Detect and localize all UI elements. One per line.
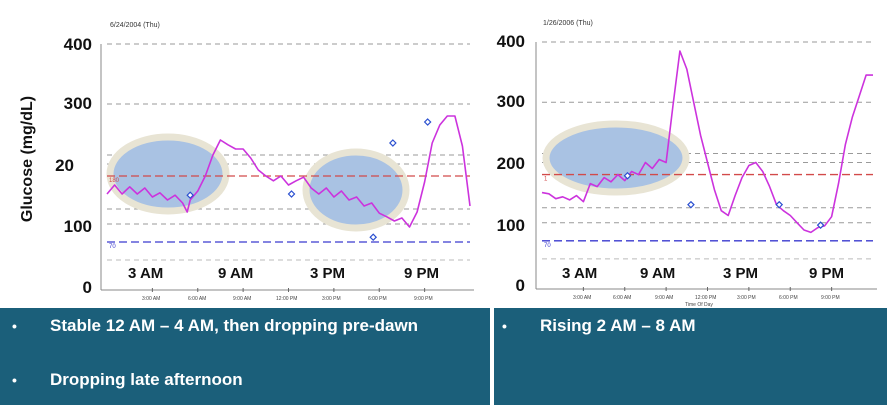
right-small-12pm: 12:00 PM — [695, 295, 717, 301]
left-notes-banner: • Stable 12 AM – 4 AM, then dropping pre… — [0, 308, 490, 405]
left-bullet-1-text: Stable 12 AM – 4 AM, then dropping pre-d… — [50, 316, 419, 335]
left-ytick-100: 100 — [63, 217, 92, 236]
bullet-dot: • — [502, 318, 507, 334]
right-small-3pm: 3:00 PM — [737, 295, 756, 301]
meter-reading-marker — [186, 191, 195, 200]
meter-reading-marker — [287, 190, 296, 198]
glucose-series-line — [541, 50, 873, 234]
left-bullet-1: • Stable 12 AM – 4 AM, then dropping pre… — [12, 314, 480, 338]
left-bullet-2-text: Dropping late afternoon — [50, 370, 243, 389]
low-threshold-label: 70 — [109, 244, 116, 250]
left-small-9am: 9:00 AM — [233, 296, 252, 302]
meter-reading-marker — [775, 200, 784, 209]
right-small-9pm: 9:00 PM — [821, 295, 840, 301]
left-small-6am: 6:00 AM — [188, 296, 207, 302]
left-bullet-2: • Dropping late afternoon — [12, 368, 480, 392]
meter-reading-marker — [687, 200, 695, 209]
left-ytick-200: 20 — [55, 156, 74, 175]
left-chart-date: 6/24/2004 (Thu) — [110, 22, 160, 29]
right-ytick-300: 300 — [496, 92, 525, 111]
right-ytick-400: 400 — [496, 32, 525, 51]
right-small-9am: 9:00 AM — [655, 295, 674, 301]
right-xlabel-9pm: 9 PM — [809, 265, 845, 282]
left-ytick-300: 300 — [63, 94, 92, 113]
left-small-3am: 3:00 AM — [142, 296, 161, 302]
left-small-3pm: 3:00 PM — [322, 296, 341, 302]
right-chart-date: 1/26/2006 (Thu) — [543, 20, 593, 27]
right-xlabel-3pm: 3 PM — [723, 265, 759, 282]
right-chart-panel: 1/26/2006 (Thu) 400 300 200 100 0 1 70 3 … — [495, 0, 887, 308]
high-threshold-label: 180 — [109, 178, 120, 184]
right-bullet-1: • Rising 2 AM – 8 AM — [502, 314, 870, 338]
banner-divider — [490, 308, 494, 405]
right-small-6am: 6:00 AM — [613, 295, 632, 301]
right-x-axis-title: Time Of Day — [685, 302, 713, 308]
left-small-12pm: 12:00 PM — [276, 296, 298, 302]
highlight-ellipse-1 — [542, 120, 690, 196]
left-small-9pm: 9:00 PM — [414, 296, 433, 302]
meter-reading-marker — [623, 171, 632, 180]
glucose-series-line — [106, 115, 471, 228]
right-ytick-100: 100 — [496, 216, 525, 235]
bullet-dot: • — [12, 372, 17, 388]
left-xlabel-3am: 3 AM — [128, 265, 164, 282]
right-ytick-200: 200 — [496, 154, 525, 173]
bullet-dot: • — [12, 318, 17, 334]
right-xlabel-3am: 3 AM — [562, 265, 598, 282]
right-notes-banner: • Rising 2 AM – 8 AM — [494, 308, 887, 405]
left-chart-panel: 6/24/2004 (Thu) Glucose (mg/dL) 400 300 … — [0, 0, 490, 308]
left-xlabel-9pm: 9 PM — [404, 265, 440, 282]
left-xlabel-9am: 9 AM — [218, 265, 254, 282]
right-small-3am: 3:00 AM — [573, 295, 592, 301]
left-ytick-0: 0 — [82, 278, 92, 297]
right-ytick-0: 0 — [515, 276, 525, 295]
right-small-6pm: 6:00 PM — [779, 295, 798, 301]
low-threshold-label: 70 — [544, 243, 551, 249]
left-glucose-chart: 180 70 — [100, 43, 474, 292]
left-ytick-400: 400 — [63, 35, 92, 54]
highlight-ellipse-2 — [302, 148, 410, 232]
meter-reading-marker — [816, 221, 825, 230]
meter-reading-marker — [423, 118, 432, 126]
meter-reading-marker — [389, 139, 397, 147]
meter-reading-marker — [369, 233, 378, 242]
left-small-6pm: 6:00 PM — [368, 296, 387, 302]
right-glucose-chart: 1 70 — [535, 41, 877, 291]
right-bullet-1-text: Rising 2 AM – 8 AM — [540, 316, 696, 335]
high-threshold-label: 1 — [544, 177, 548, 183]
right-xlabel-9am: 9 AM — [640, 265, 676, 282]
left-xlabel-3pm: 3 PM — [310, 265, 346, 282]
